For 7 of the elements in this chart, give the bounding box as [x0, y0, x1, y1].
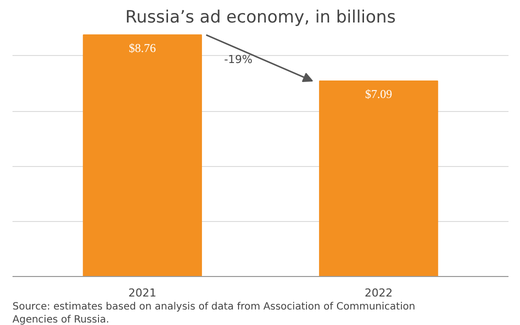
x-tick-label: 2022 [364, 286, 393, 300]
chart-title: Russia’s ad economy, in billions [125, 8, 396, 28]
data-label: $7.09 [365, 86, 392, 101]
x-tick-label: 2021 [128, 286, 156, 300]
data-label: $8.76 [128, 40, 156, 55]
annotation: -19% [224, 52, 253, 66]
source-note: Source: estimates based on analysis of data from Association of Communication Agencies of Russia. [12, 302, 416, 325]
